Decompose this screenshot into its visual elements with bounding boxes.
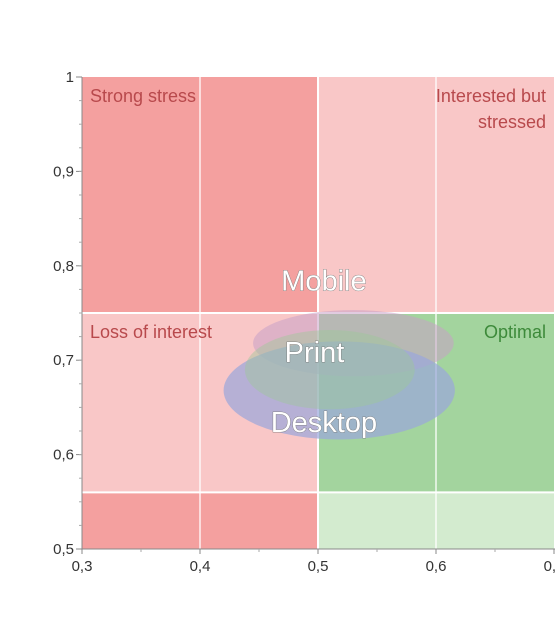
y-tick-label: 1 — [66, 69, 74, 86]
y-tick-label: 0,8 — [53, 258, 74, 275]
zone-label-optimal: Optimal — [484, 322, 546, 342]
x-tick-label: 0,6 — [426, 558, 447, 575]
x-tick-label: 0,7 — [544, 558, 555, 575]
zone-label-2-line-0: Loss of interest — [90, 322, 212, 342]
zone-label-0-line-0: Strong stress — [90, 86, 196, 106]
print-ellipse — [244, 329, 415, 410]
y-tick-label: 0,5 — [53, 541, 74, 558]
desktop-label: Desktop — [271, 407, 377, 439]
x-tick-label: 0,5 — [308, 558, 329, 575]
desktop-ellipse — [223, 341, 455, 440]
zone-labels-layer: Strong stress Interested but stressed Loss … — [90, 86, 546, 342]
y-tick-label: 0,6 — [53, 447, 74, 464]
mobile-label: Mobile — [281, 265, 366, 297]
y-tick-label: 0,9 — [53, 163, 74, 180]
print-label: Print — [285, 337, 345, 369]
axes-layer: 0,5 0,6 0,7 0,8 0,9 1 0,3 0,4 0,5 0,6 0,7 — [53, 69, 555, 575]
zone-label-1-line-1: stressed — [478, 112, 546, 132]
x-tick-label: 0,3 — [72, 558, 93, 575]
x-tick-label: 0,4 — [190, 558, 211, 575]
zone-label-1-line-0: Interested but — [436, 86, 546, 106]
series-ellipses-layer — [223, 310, 455, 440]
series-labels-layer: Mobile Print Desktop — [270, 265, 377, 439]
y-tick-label: 0,7 — [53, 352, 74, 369]
